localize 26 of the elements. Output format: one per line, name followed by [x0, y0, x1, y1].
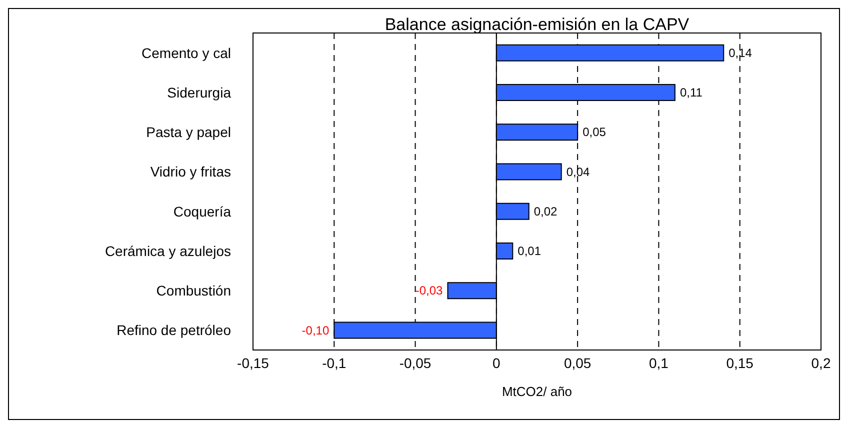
x-tick-label: -0,05	[399, 354, 432, 371]
x-tick-label: 0,15	[726, 354, 754, 371]
y-tick-label: Pasta y papel	[146, 124, 231, 140]
data-label: 0,01	[518, 244, 542, 258]
chart-title: Balance asignación-emisión en la CAPV	[384, 15, 690, 35]
data-label: 0,14	[728, 46, 752, 60]
data-label: 0,11	[680, 86, 703, 100]
data-label: -0,10	[302, 323, 330, 338]
data-label: 0,02	[534, 204, 558, 218]
y-tick-label: Cerámica y azulejos	[104, 242, 231, 259]
y-tick-label: Refino de petróleo	[116, 322, 232, 338]
data-label: 0,05	[582, 125, 606, 140]
x-tick-label: 0,05	[564, 354, 592, 371]
y-tick-label: Siderurgia	[167, 84, 232, 100]
y-tick-label: Combustión	[156, 282, 231, 299]
y-tick-label: Vidrio y fritas	[150, 164, 231, 180]
x-tick-label: 0,2	[811, 354, 831, 371]
x-tick-label: -0,1	[322, 354, 346, 371]
x-tick-label: 0	[492, 354, 501, 371]
y-tick-label: Coquería	[173, 203, 232, 220]
data-label: -0,03	[415, 284, 444, 298]
x-tick-label: -0,15	[237, 354, 270, 371]
x-axis-title: MtCO2/ año	[502, 384, 572, 399]
data-label: 0,04	[566, 164, 590, 179]
y-tick-label: Cemento y cal	[142, 44, 231, 61]
x-tick-label: 0,1	[648, 354, 669, 371]
